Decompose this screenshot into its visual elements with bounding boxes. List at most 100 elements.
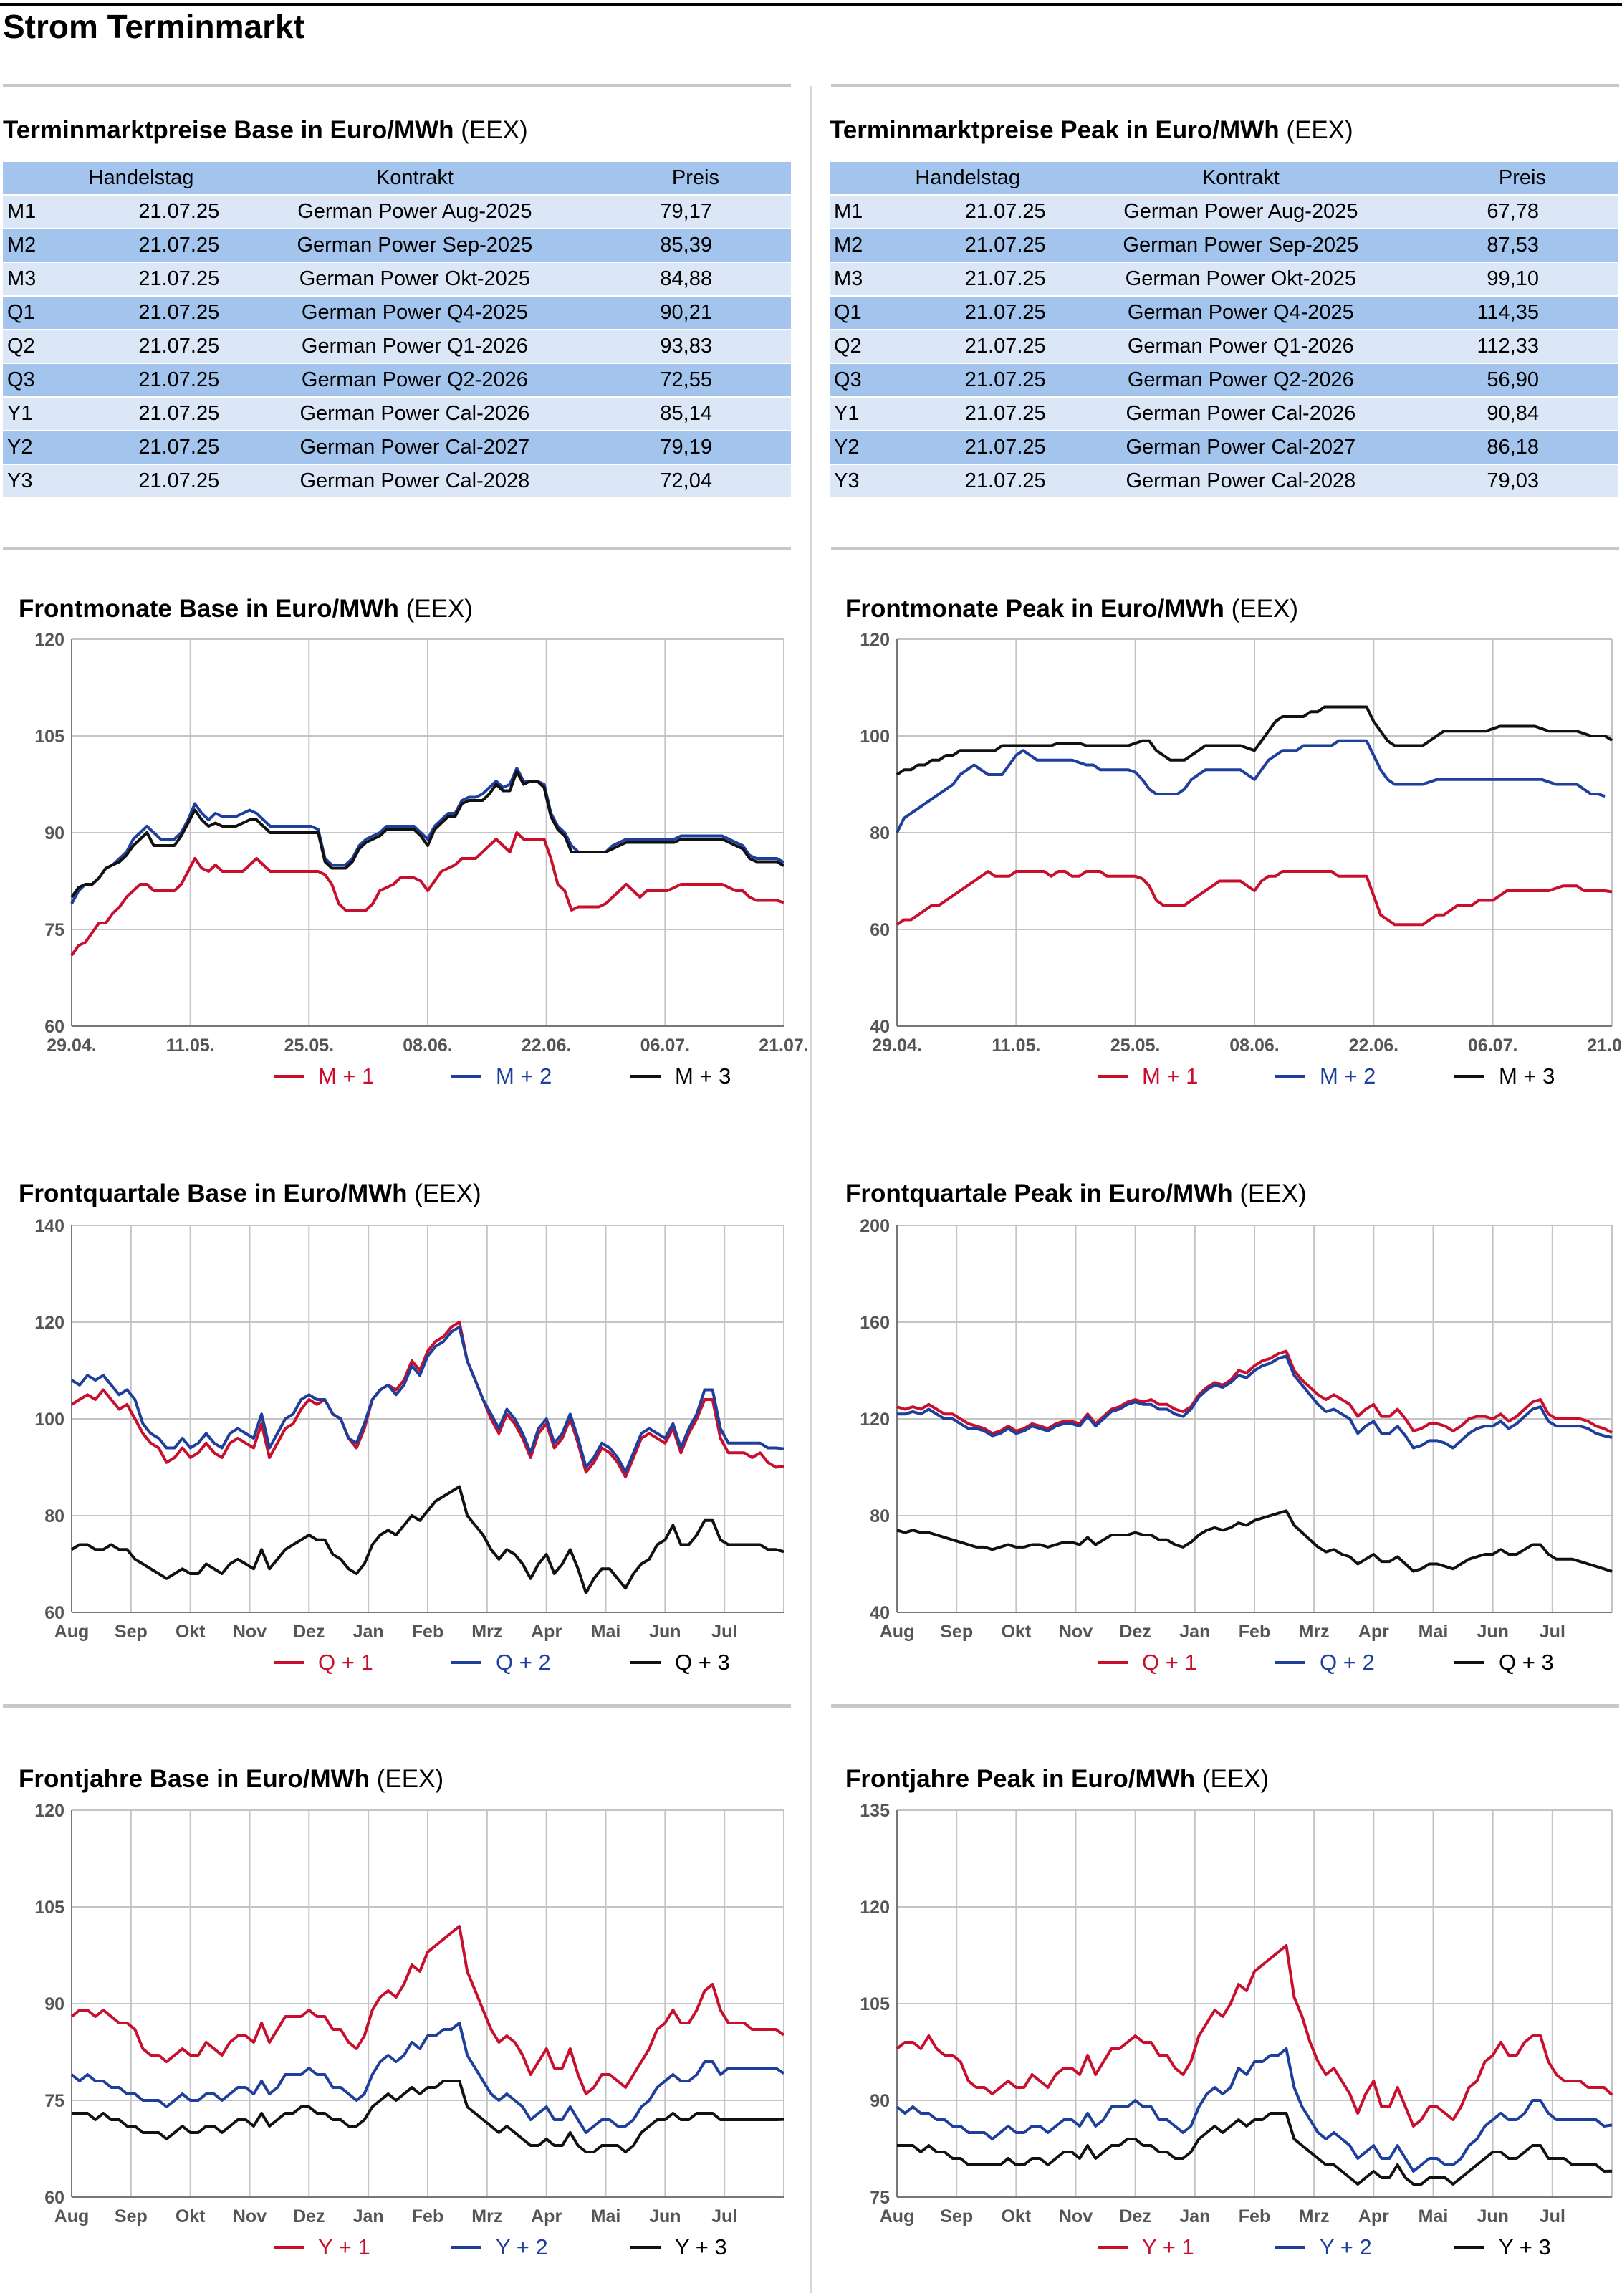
- x-tick-label: Aug: [54, 2206, 90, 2226]
- x-tick-label: Jun: [649, 2206, 681, 2226]
- x-tick-label: Sep: [940, 2206, 973, 2226]
- x-tick-label: Mai: [1419, 2206, 1449, 2226]
- x-tick-label: Nov: [1059, 2206, 1093, 2226]
- chart-title-bold: Frontjahre Peak in Euro/MWh: [845, 1765, 1196, 1793]
- table-cell: 112,33: [1421, 330, 1618, 364]
- table-cell: M3: [3, 262, 59, 297]
- chart-title-frontmonate-base: Frontmonate Base in Euro/MWh (EEX): [19, 595, 473, 623]
- table-cell: 21.07.25: [58, 296, 234, 330]
- x-tick-label: Mai: [591, 2206, 621, 2226]
- x-tick-label: Feb: [1239, 2206, 1270, 2226]
- table-header-cell: Preis: [595, 162, 791, 196]
- x-tick-label: 21.07.: [759, 1035, 809, 1056]
- table-cell: German Power Cal-2027: [1060, 431, 1422, 465]
- y-tick-label: 90: [44, 1994, 64, 2014]
- table-cell: 79,19: [595, 431, 791, 465]
- legend-label: M + 1: [1142, 1063, 1198, 1089]
- table-cell: Y2: [830, 431, 886, 465]
- table-cell: 85,14: [595, 397, 791, 431]
- legend-label: Y + 3: [675, 2234, 727, 2259]
- table-cell: German Power Cal-2026: [234, 397, 596, 431]
- table-cell: German Power Aug-2025: [1060, 195, 1422, 229]
- x-tick-label: Jan: [353, 2206, 384, 2226]
- x-tick-label: Jun: [1477, 2206, 1508, 2226]
- legend-label: Q + 2: [496, 1650, 551, 1675]
- table-cell: 21.07.25: [58, 431, 234, 465]
- table-cell: M1: [830, 195, 886, 229]
- y-tick-label: 120: [860, 1410, 890, 1430]
- table-cell: Y1: [830, 397, 886, 431]
- y-tick-label: 100: [34, 1410, 64, 1430]
- table-cell: German Power Cal-2028: [234, 464, 596, 499]
- legend-label: M + 3: [1499, 1063, 1555, 1089]
- table-cell: German Power Aug-2025: [234, 195, 596, 229]
- section-divider: [831, 1704, 1619, 1708]
- table-cell: 86,18: [1421, 431, 1618, 465]
- table-cell: 72,55: [595, 363, 791, 398]
- legend-label: M + 3: [675, 1063, 731, 1089]
- x-tick-label: Jan: [353, 1622, 384, 1642]
- legend-label: Q + 3: [1499, 1650, 1554, 1675]
- table-row: Y1 21.07.25 German Power Cal-2026 90,84: [830, 397, 1618, 431]
- legend-label: M + 2: [496, 1063, 552, 1089]
- series-line-y3: [72, 2080, 784, 2153]
- x-tick-label: Jul: [1540, 2206, 1565, 2226]
- section-divider: [3, 547, 791, 550]
- table-cell: 79,03: [1421, 464, 1618, 499]
- chart-title-bold: Frontmonate Peak in Euro/MWh: [845, 595, 1224, 623]
- base-table-source: (EEX): [461, 116, 528, 144]
- peak-table-title: Terminmarktpreise Peak in Euro/MWh (EEX): [830, 116, 1353, 145]
- table-cell: 21.07.25: [885, 296, 1060, 330]
- legend-label: Q + 2: [1320, 1650, 1375, 1675]
- table-row: Y3 21.07.25 German Power Cal-2028 72,04: [3, 464, 791, 499]
- y-tick-label: 80: [44, 1506, 64, 1526]
- legend-label: Q + 3: [675, 1650, 730, 1675]
- table-cell: German Power Q2-2026: [234, 363, 596, 398]
- table-header-cell: Handelstag: [885, 162, 1060, 196]
- x-tick-label: 08.06.: [403, 1035, 453, 1056]
- chart-title-source: (EEX): [1201, 1765, 1270, 1793]
- table-cell: 21.07.25: [885, 464, 1060, 499]
- table-cell: German Power Cal-2027: [234, 431, 596, 465]
- series-line-q3: [70, 1485, 784, 1594]
- series-line-y2: [70, 2022, 785, 2134]
- table-row: Q3 21.07.25 German Power Q2-2026 72,55: [3, 363, 791, 398]
- table-cell: 21.07.25: [58, 229, 234, 263]
- series-line-y1: [70, 1925, 785, 2095]
- chart-title-frontjahre-peak: Frontjahre Peak in Euro/MWh (EEX): [845, 1765, 1269, 1794]
- table-row: Y2 21.07.25 German Power Cal-2027 86,18: [830, 431, 1618, 465]
- x-tick-label: 29.04.: [47, 1035, 97, 1056]
- table-cell: Q1: [3, 296, 59, 330]
- y-tick-label: 75: [44, 2091, 64, 2111]
- series-line-q2: [70, 1325, 784, 1474]
- x-tick-label: Nov: [233, 2206, 267, 2226]
- x-tick-label: Jan: [1179, 2206, 1210, 2226]
- table-cell: Y3: [3, 464, 59, 499]
- table-cell: 67,78: [1421, 195, 1618, 229]
- chart-title-frontmonate-peak: Frontmonate Peak in Euro/MWh (EEX): [845, 595, 1298, 623]
- base-table-title: Terminmarktpreise Base in Euro/MWh (EEX): [3, 116, 528, 145]
- table-cell: 56,90: [1421, 363, 1618, 398]
- y-tick-label: 135: [860, 1801, 890, 1821]
- table-cell: 87,53: [1421, 229, 1618, 263]
- chart-title-source: (EEX): [376, 1765, 444, 1793]
- x-tick-label: Okt: [1001, 1622, 1031, 1642]
- table-cell: 99,10: [1421, 262, 1618, 297]
- x-tick-label: Aug: [880, 1622, 915, 1642]
- table-cell: German Power Okt-2025: [1060, 262, 1422, 297]
- table-cell: 21.07.25: [885, 262, 1060, 297]
- chart-frontmonate-peak: 29.04. 11.05. 25.05. 08.06. 22.06. 06.07. 21.0…: [860, 630, 1622, 1089]
- chart-title-bold: Frontquartale Peak in Euro/MWh: [845, 1180, 1233, 1207]
- table-row: M2 21.07.25 German Power Sep-2025 85,39: [3, 229, 791, 263]
- table-cell: 21.07.25: [58, 195, 234, 229]
- y-tick-label: 90: [44, 823, 64, 843]
- table-cell: 21.07.25: [58, 262, 234, 297]
- table-cell: 21.07.25: [885, 195, 1060, 229]
- x-tick-label: Feb: [412, 2206, 443, 2226]
- chart-title-source: (EEX): [1239, 1180, 1307, 1207]
- table-cell: Q3: [830, 363, 886, 398]
- table-row: Q2 21.07.25 German Power Q1-2026 93,83: [3, 330, 791, 364]
- x-tick-label: 08.06.: [1229, 1035, 1280, 1056]
- section-divider: [831, 84, 1619, 87]
- table-cell: M2: [830, 229, 886, 263]
